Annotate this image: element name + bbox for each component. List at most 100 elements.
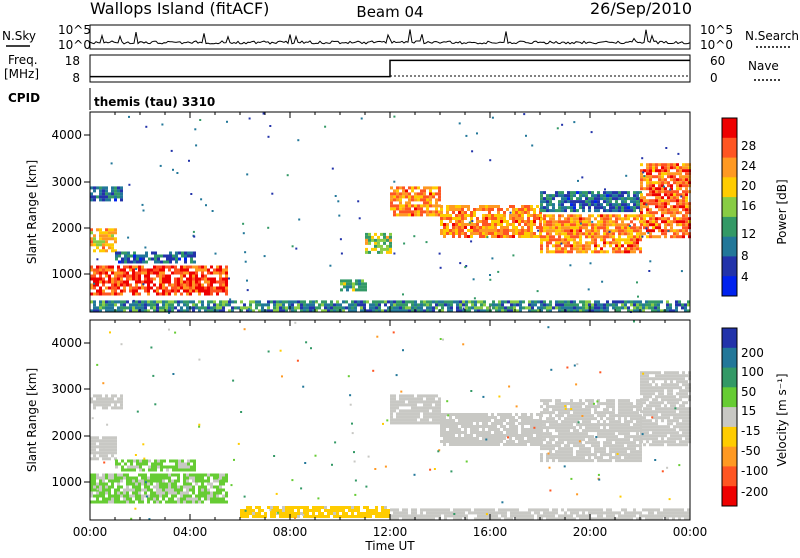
scatter-cell bbox=[639, 456, 642, 459]
scatter-cell bbox=[673, 178, 676, 181]
scatter-cell bbox=[609, 459, 612, 462]
scatter-cell bbox=[573, 300, 576, 303]
scatter-cell bbox=[658, 377, 661, 380]
scatter-cell bbox=[533, 440, 536, 443]
scatter-cell bbox=[120, 293, 123, 296]
scatter-cell bbox=[491, 428, 494, 431]
scatter-cell bbox=[479, 434, 482, 437]
scatter-cell bbox=[294, 306, 297, 309]
scatter-cell bbox=[470, 226, 473, 229]
scatter-cell bbox=[643, 401, 646, 404]
scatter-cell bbox=[558, 450, 561, 453]
scatter-cell bbox=[126, 486, 129, 489]
scatter-cell bbox=[564, 244, 567, 247]
scatter-cell bbox=[555, 405, 558, 408]
scatter-cell bbox=[627, 194, 630, 197]
scatter-cell bbox=[366, 512, 369, 515]
scatter-cell bbox=[114, 477, 117, 480]
scatter-cell bbox=[470, 434, 473, 437]
scatter-cell bbox=[105, 492, 108, 495]
scatter-cell bbox=[669, 189, 671, 191]
scatter-cell bbox=[96, 501, 99, 504]
scatter-cell bbox=[193, 460, 196, 463]
scatter-cell bbox=[497, 271, 499, 273]
scatter-cell bbox=[673, 404, 676, 407]
scatter-cell bbox=[625, 175, 627, 177]
scatter-cell bbox=[603, 200, 606, 203]
scatter-cell bbox=[667, 425, 670, 428]
scatter-cell bbox=[102, 477, 105, 480]
scatter-cell bbox=[482, 443, 485, 446]
scatter-cell bbox=[96, 483, 99, 486]
scatter-cell bbox=[443, 428, 446, 431]
scatter-cell bbox=[249, 303, 252, 306]
scatter-cell bbox=[552, 447, 555, 450]
scatter-cell bbox=[432, 210, 435, 213]
noise-left-tick-bottom: 10^0 bbox=[58, 38, 91, 52]
scatter-cell bbox=[546, 402, 549, 405]
scatter-cell bbox=[585, 408, 588, 411]
scatter-cell bbox=[449, 428, 452, 431]
scatter-cell bbox=[93, 480, 96, 483]
power-ytick-label: 4000 bbox=[51, 128, 82, 142]
scatter-cell bbox=[99, 272, 102, 275]
scatter-cell bbox=[537, 290, 539, 292]
scatter-cell bbox=[546, 429, 549, 432]
scatter-cell bbox=[661, 383, 664, 386]
scatter-cell bbox=[162, 486, 165, 489]
scatter-cell bbox=[658, 410, 661, 413]
scatter-cell bbox=[655, 187, 658, 190]
scatter-cell bbox=[576, 306, 579, 309]
scatter-cell bbox=[144, 486, 147, 489]
scatter-cell bbox=[588, 399, 591, 402]
scatter-cell bbox=[183, 495, 186, 498]
scatter-cell bbox=[93, 237, 96, 240]
scatter-cell bbox=[165, 281, 168, 284]
scatter-cell bbox=[630, 209, 633, 212]
scatter-cell bbox=[102, 451, 105, 454]
scatter-cell bbox=[661, 172, 664, 175]
scatter-cell bbox=[676, 163, 679, 166]
scatter-cell bbox=[184, 466, 187, 469]
scatter-cell bbox=[420, 204, 423, 207]
scatter-cell bbox=[114, 195, 117, 198]
scatter-cell bbox=[216, 281, 219, 284]
scatter-cell bbox=[612, 414, 615, 417]
scatter-cell bbox=[192, 281, 195, 284]
scatter-cell bbox=[479, 413, 482, 416]
scatter-cell bbox=[609, 399, 612, 402]
scatter-cell bbox=[420, 421, 423, 424]
scatter-cell bbox=[506, 416, 509, 419]
scatter-cell bbox=[543, 423, 546, 426]
scatter-cell bbox=[564, 402, 567, 405]
scatter-cell bbox=[156, 306, 159, 309]
scatter-cell bbox=[494, 440, 497, 443]
scatter-cell bbox=[664, 193, 667, 196]
scatter-cell bbox=[549, 411, 552, 414]
scatter-cell bbox=[676, 383, 679, 386]
scatter-cell bbox=[512, 416, 515, 419]
scatter-cell bbox=[661, 410, 664, 413]
scatter-cell bbox=[455, 208, 458, 211]
scatter-cell bbox=[624, 226, 627, 229]
scatter-cell bbox=[426, 397, 429, 400]
scatter-cell bbox=[682, 163, 685, 166]
scatter-cell bbox=[446, 217, 449, 220]
scatter-cell bbox=[612, 203, 615, 206]
scatter-cell bbox=[664, 190, 667, 193]
scatter-cell bbox=[440, 223, 443, 226]
scatter-cell bbox=[473, 211, 476, 214]
scatter-cell bbox=[174, 284, 177, 287]
scatter-cell bbox=[546, 426, 549, 429]
scatter-cell bbox=[585, 217, 588, 220]
scatter-cell bbox=[666, 306, 669, 309]
scatter-cell bbox=[685, 419, 688, 422]
scatter-cell bbox=[569, 264, 571, 266]
scatter-cell bbox=[573, 235, 576, 238]
scatter-cell bbox=[153, 269, 156, 272]
scatter-cell bbox=[216, 266, 219, 269]
scatter-cell bbox=[130, 463, 133, 466]
scatter-cell bbox=[183, 300, 186, 303]
scatter-cell bbox=[408, 412, 411, 415]
scatter-cell bbox=[386, 239, 389, 242]
